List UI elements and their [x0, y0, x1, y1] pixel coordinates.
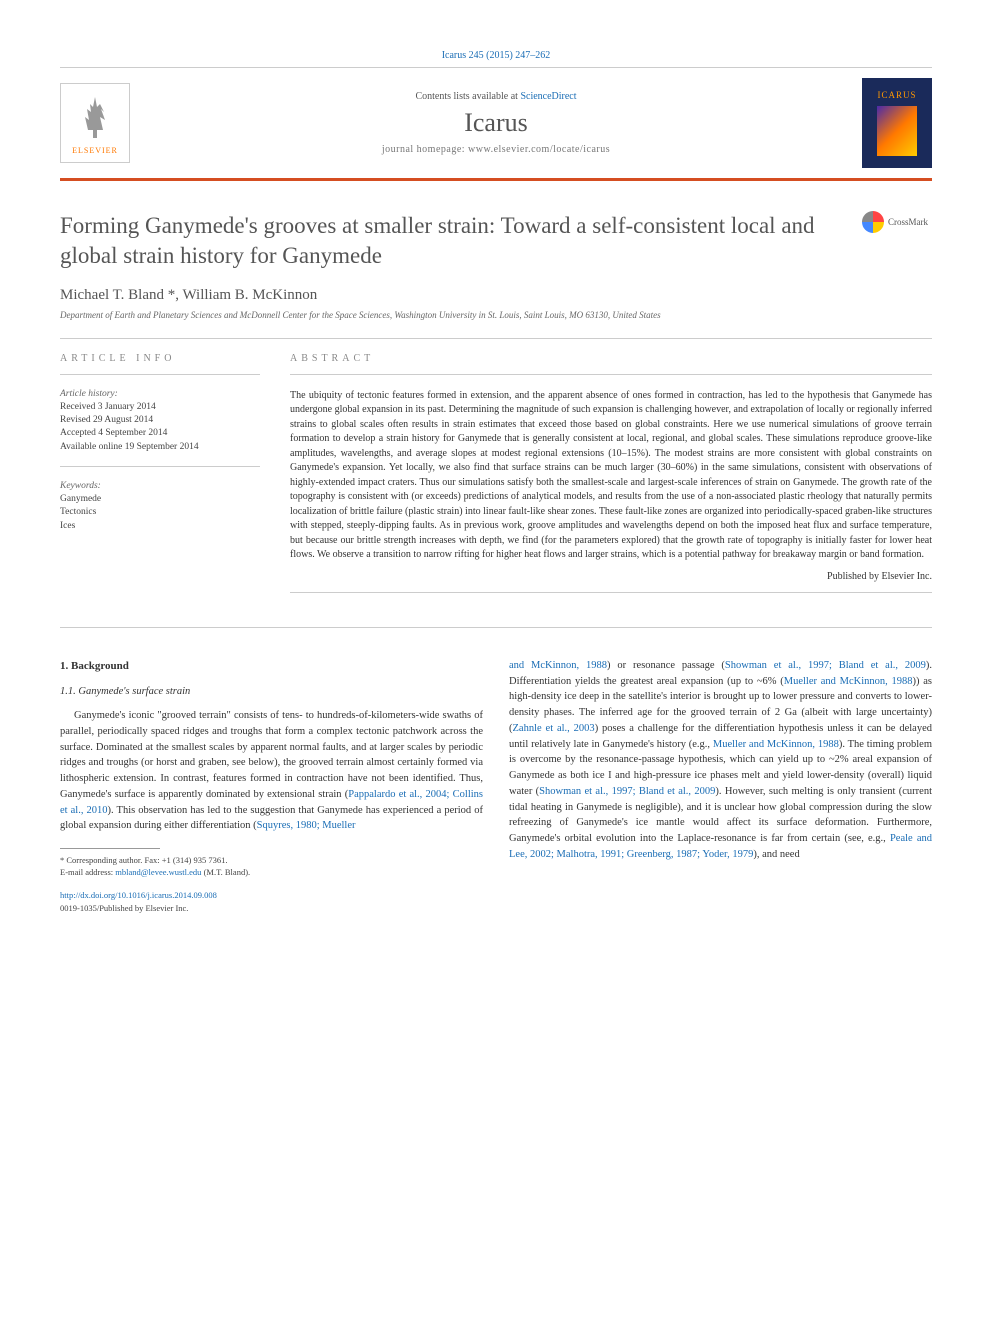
header-center: Contents lists available at ScienceDirec… — [130, 91, 862, 155]
keyword-3: Ices — [60, 520, 260, 533]
contents-line: Contents lists available at ScienceDirec… — [130, 91, 862, 102]
abstract-heading: ABSTRACT — [290, 353, 932, 364]
citation-link[interactable]: Zahnle et al., 2003 — [513, 723, 595, 734]
history-accepted: Accepted 4 September 2014 — [60, 427, 260, 440]
citation-link[interactable]: Showman et al., 1997; Bland et al., 2009 — [725, 660, 926, 671]
body-text-2g: ), and need — [753, 849, 799, 860]
crossmark-icon — [862, 211, 884, 233]
doi-block: http://dx.doi.org/10.1016/j.icarus.2014.… — [60, 889, 483, 915]
citation-link[interactable]: Showman et al., 1997; Bland et al., 2009 — [539, 786, 715, 797]
journal-header-box: ELSEVIER Contents lists available at Sci… — [60, 67, 932, 181]
section-heading: 1. Background — [60, 658, 483, 675]
cover-image-icon — [877, 106, 917, 156]
abstract-text: The ubiquity of tectonic features formed… — [290, 389, 932, 563]
info-divider-2 — [60, 466, 260, 467]
abstract-column: ABSTRACT The ubiquity of tectonic featur… — [290, 353, 932, 607]
doi-link[interactable]: http://dx.doi.org/10.1016/j.icarus.2014.… — [60, 889, 483, 902]
crossmark-label: CrossMark — [888, 217, 928, 227]
authors: Michael T. Bland *, William B. McKinnon — [60, 287, 932, 304]
history-online: Available online 19 September 2014 — [60, 441, 260, 454]
publisher-label: ELSEVIER — [72, 146, 118, 155]
email-footnote: E-mail address: mbland@levee.wustl.edu (… — [60, 867, 483, 879]
subsection-heading: 1.1. Ganymede's surface strain — [60, 684, 483, 700]
citation-link[interactable]: Mueller and McKinnon, 1988 — [713, 739, 839, 750]
cover-label: ICARUS — [877, 90, 916, 100]
body-paragraph-1: Ganymede's iconic "grooved terrain" cons… — [60, 708, 483, 834]
body-paragraph-2: and McKinnon, 1988) or resonance passage… — [509, 658, 932, 863]
sciencedirect-link[interactable]: ScienceDirect — [520, 91, 576, 102]
header-citation[interactable]: Icarus 245 (2015) 247–262 — [60, 50, 932, 61]
article-info-heading: ARTICLE INFO — [60, 353, 260, 364]
keyword-2: Tectonics — [60, 506, 260, 519]
abstract-divider-bottom — [290, 592, 932, 593]
footnote-divider — [60, 848, 160, 849]
article-title: Forming Ganymede's grooves at smaller st… — [60, 211, 862, 271]
citation-link[interactable]: Squyres, 1980; Mueller — [257, 820, 356, 831]
journal-name: Icarus — [130, 108, 862, 138]
citation-link[interactable]: and McKinnon, 1988 — [509, 660, 607, 671]
homepage-prefix: journal homepage: — [382, 144, 468, 155]
body-text-2a: ) or resonance passage ( — [607, 660, 725, 671]
body-column-right: and McKinnon, 1988) or resonance passage… — [509, 658, 932, 915]
crossmark-badge[interactable]: CrossMark — [862, 211, 932, 233]
publisher-logo[interactable]: ELSEVIER — [60, 83, 130, 163]
email-suffix: (M.T. Bland). — [201, 867, 250, 877]
homepage-url[interactable]: www.elsevier.com/locate/icarus — [468, 144, 610, 155]
info-divider-1 — [60, 374, 260, 375]
divider — [60, 338, 932, 339]
abstract-divider — [290, 374, 932, 375]
history-heading: Article history: — [60, 389, 260, 399]
contents-prefix: Contents lists available at — [415, 91, 520, 102]
affiliation: Department of Earth and Planetary Scienc… — [60, 310, 932, 320]
authors-text: Michael T. Bland *, William B. McKinnon — [60, 287, 317, 303]
journal-cover[interactable]: ICARUS — [862, 78, 932, 168]
history-revised: Revised 29 August 2014 — [60, 414, 260, 427]
elsevier-tree-icon — [75, 92, 115, 142]
body-divider — [60, 627, 932, 628]
body-text-1a: Ganymede's iconic "grooved terrain" cons… — [60, 710, 483, 800]
citation-link[interactable]: Mueller and McKinnon, 1988 — [784, 676, 913, 687]
copyright-line: 0019-1035/Published by Elsevier Inc. — [60, 902, 483, 915]
email-label: E-mail address: — [60, 867, 115, 877]
body-column-left: 1. Background 1.1. Ganymede's surface st… — [60, 658, 483, 915]
email-link[interactable]: mbland@levee.wustl.edu — [115, 867, 201, 877]
abstract-published: Published by Elsevier Inc. — [290, 571, 932, 582]
corresponding-author-footnote: * Corresponding author. Fax: +1 (314) 93… — [60, 855, 483, 867]
keyword-1: Ganymede — [60, 493, 260, 506]
homepage-line: journal homepage: www.elsevier.com/locat… — [130, 144, 862, 155]
history-received: Received 3 January 2014 — [60, 401, 260, 414]
article-info-column: ARTICLE INFO Article history: Received 3… — [60, 353, 260, 607]
keywords-heading: Keywords: — [60, 481, 260, 491]
